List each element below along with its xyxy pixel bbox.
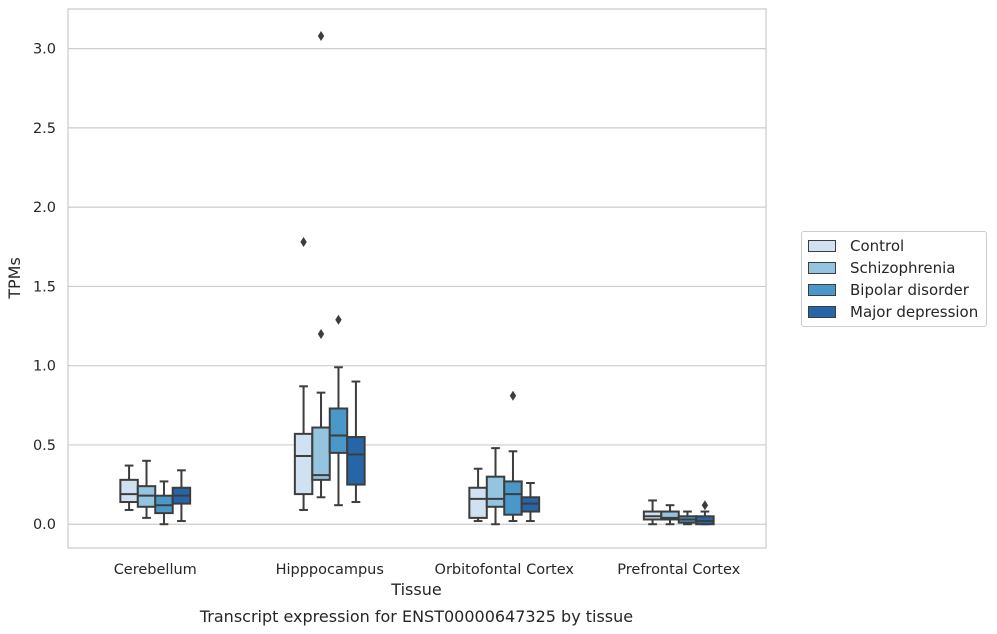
x-tick-label: Hipppocampus [276,562,384,578]
iqr-box [328,407,349,454]
y-tick-label: 0.0 [33,517,56,533]
y-tick-labels: 0.0 0.5 1.0 1.5 2.0 2.5 3.0 [33,42,56,534]
iqr-box [468,486,488,519]
legend-label-control: Control [850,237,905,255]
box-schizophrenia-prefrontal-cortex [660,504,680,526]
legend-label-major-depression: Major depression [850,303,979,321]
box-bipolar-disorder-orbitofontal-cortex [503,390,523,523]
y-tick-label: 1.5 [33,279,56,295]
box-major-depression-orbitofontal-cortex [520,482,541,523]
box-control-cerebellum [119,464,139,511]
x-tick-label: Orbitofontal Cortex [435,562,575,578]
box-schizophrenia-cerebellum [136,459,157,519]
box-control-hipppocampus [293,237,314,511]
legend-swatch-bipolar-disorder [808,284,836,296]
box-major-depression-cerebellum [171,469,192,523]
iqr-box [346,436,366,486]
outlier-point [317,30,325,41]
y-tick-label: 0.5 [33,438,56,454]
outlier-point [335,314,342,325]
legend-swatch-control [808,240,836,252]
legend-swatch-major-depression [808,306,836,318]
x-tick-label: Prefrontal Cortex [617,562,740,578]
plot-frame [67,8,767,549]
y-tick-label: 2.5 [33,121,56,137]
x-axis-title: Tissue [390,580,441,599]
box-control-orbitofontal-cortex [468,467,488,523]
box-bipolar-disorder-hipppocampus [328,314,349,507]
legend-item-schizophrenia: Schizophrenia [808,258,955,278]
box-schizophrenia-orbitofontal-cortex [485,447,506,526]
box-control-prefrontal-cortex [642,499,663,526]
y-tick-label: 1.0 [33,359,56,375]
legend: Control Schizophrenia Bipolar disorder M… [801,231,987,327]
chart-caption: Transcript expression for ENST0000064732… [199,607,633,626]
x-tick-labels: Cerebellum Hipppocampus Orbitofontal Corte… [114,562,741,578]
iqr-box [293,432,314,496]
iqr-box [119,478,139,504]
box-major-depression-prefrontal-cortex [695,500,715,526]
box-bipolar-disorder-prefrontal-cortex [677,510,698,526]
y-tick-label: 2.0 [33,200,56,216]
iqr-box [485,475,506,508]
y-axis-title: TPMs [5,257,24,300]
legend-item-bipolar-disorder: Bipolar disorder [808,280,969,300]
legend-label-bipolar-disorder: Bipolar disorder [850,281,969,299]
legend-item-control: Control [808,236,904,256]
x-tick-label: Cerebellum [114,562,197,578]
box-major-depression-hipppocampus [346,380,366,504]
iqr-box [311,426,331,481]
outlier-point [509,390,517,401]
box-schizophrenia-hipppocampus [311,30,331,499]
outlier-point [317,328,325,339]
iqr-box [503,480,523,516]
legend-label-schizophrenia: Schizophrenia [850,259,956,277]
box-bipolar-disorder-cerebellum [154,480,174,526]
legend-item-major-depression: Major depression [808,302,978,322]
outlier-point [701,500,709,511]
grid-lines [68,48,766,525]
y-tick-label: 3.0 [33,42,56,58]
outlier-point [300,237,307,248]
boxplot-boxes [119,30,715,526]
legend-swatch-schizophrenia [808,262,836,274]
